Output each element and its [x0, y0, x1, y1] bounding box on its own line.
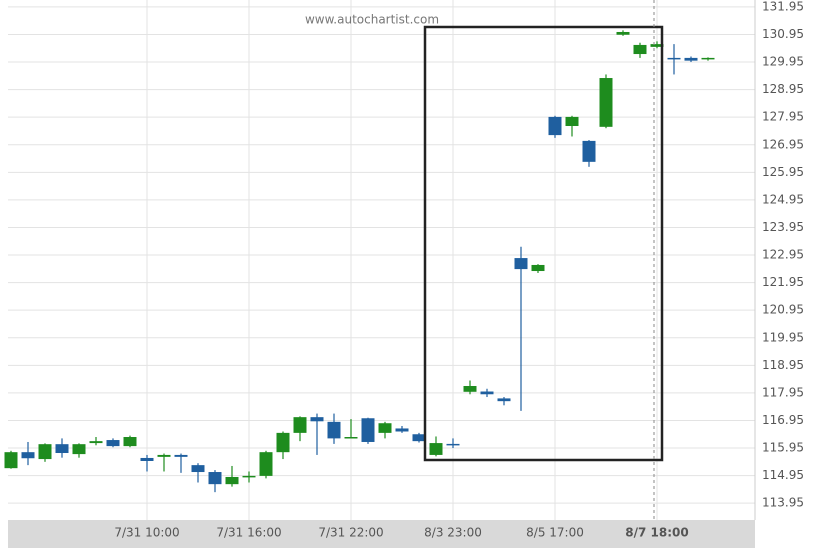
y-tick-label: 131.95 — [762, 0, 804, 13]
pattern-box — [423, 25, 664, 462]
candle-body — [361, 418, 375, 442]
candle-body — [650, 44, 664, 47]
candle-body — [276, 432, 290, 453]
candle-body — [191, 465, 205, 473]
candle-body — [72, 444, 86, 455]
x-tick-label: 8/7 18:00 — [625, 526, 688, 540]
plot-area — [8, 0, 755, 520]
candle-body — [633, 44, 647, 55]
candle-body — [140, 457, 154, 461]
y-tick-label: 119.95 — [762, 330, 804, 344]
candle-body — [565, 116, 579, 127]
y-tick-label: 128.95 — [762, 82, 804, 96]
candle-body — [293, 417, 307, 433]
candle-body — [225, 476, 239, 485]
candle-body — [242, 475, 256, 478]
x-tick-label: 8/3 23:00 — [424, 526, 482, 540]
candle-body — [446, 443, 460, 446]
candle-body — [531, 264, 545, 272]
candle-body — [344, 437, 358, 439]
candle-body — [310, 417, 324, 422]
candle-body — [174, 454, 188, 457]
y-tick-label: 121.95 — [762, 275, 804, 289]
candle-body — [412, 434, 426, 442]
candle-body — [548, 116, 562, 136]
candle-body — [208, 472, 222, 485]
y-tick-label: 114.95 — [762, 468, 804, 482]
y-tick-label: 130.95 — [762, 27, 804, 41]
candle-body — [106, 440, 120, 447]
y-tick-label: 118.95 — [762, 358, 804, 372]
y-tick-label: 129.95 — [762, 55, 804, 69]
candle-body — [157, 454, 171, 457]
candle-body — [701, 57, 715, 60]
y-tick-label: 115.95 — [762, 441, 804, 455]
candle-body — [327, 421, 341, 439]
candle-body — [55, 444, 69, 454]
y-tick-label: 125.95 — [762, 165, 804, 179]
candle-body — [684, 57, 698, 61]
x-tick-label: 7/31 16:00 — [216, 526, 281, 540]
candle-body — [38, 444, 52, 460]
candle-body — [582, 140, 596, 162]
y-tick-label: 127.95 — [762, 110, 804, 124]
y-tick-label: 123.95 — [762, 220, 804, 234]
y-tick-label: 117.95 — [762, 385, 804, 399]
candle-body — [259, 452, 273, 476]
y-tick-label: 126.95 — [762, 137, 804, 151]
candle-body — [4, 452, 18, 469]
candle-body — [616, 31, 630, 35]
candle-body — [463, 386, 477, 392]
y-tick-label: 124.95 — [762, 192, 804, 206]
x-axis-band — [8, 520, 755, 548]
candle-body — [395, 428, 409, 432]
x-tick-label: 7/31 10:00 — [114, 526, 179, 540]
watermark: www.autochartist.com — [305, 13, 439, 27]
candle-body — [667, 57, 681, 60]
y-tick-label: 122.95 — [762, 248, 804, 262]
candle-body — [480, 391, 494, 395]
y-tick-label: 113.95 — [762, 496, 804, 510]
candle-body — [123, 437, 137, 447]
candle-body — [497, 398, 511, 402]
candle-body — [378, 423, 392, 433]
candle-body — [599, 78, 613, 127]
x-tick-label: 8/5 17:00 — [526, 526, 584, 540]
candle-body — [514, 258, 528, 270]
y-tick-label: 120.95 — [762, 303, 804, 317]
candle-body — [429, 443, 443, 455]
candle-body — [21, 452, 35, 459]
y-tick-label: 116.95 — [762, 413, 804, 427]
x-tick-label: 7/31 22:00 — [318, 526, 383, 540]
candle-body — [89, 441, 103, 444]
